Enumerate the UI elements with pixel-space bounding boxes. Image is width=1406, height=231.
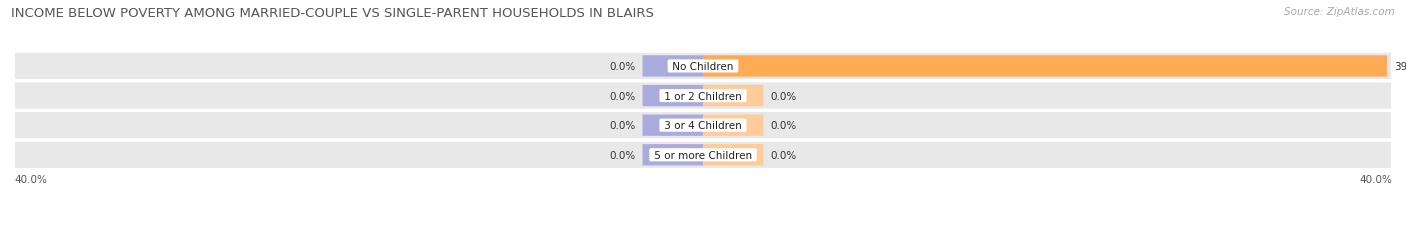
FancyBboxPatch shape — [643, 56, 703, 77]
Text: INCOME BELOW POVERTY AMONG MARRIED-COUPLE VS SINGLE-PARENT HOUSEHOLDS IN BLAIRS: INCOME BELOW POVERTY AMONG MARRIED-COUPL… — [11, 7, 654, 20]
FancyBboxPatch shape — [643, 85, 703, 107]
Text: 3 or 4 Children: 3 or 4 Children — [661, 121, 745, 131]
Text: 1 or 2 Children: 1 or 2 Children — [661, 91, 745, 101]
FancyBboxPatch shape — [703, 115, 763, 136]
FancyBboxPatch shape — [14, 82, 1392, 110]
FancyBboxPatch shape — [14, 112, 1392, 140]
FancyBboxPatch shape — [14, 141, 1392, 169]
FancyBboxPatch shape — [703, 85, 763, 107]
Text: 40.0%: 40.0% — [1360, 174, 1392, 184]
FancyBboxPatch shape — [643, 115, 703, 136]
FancyBboxPatch shape — [703, 145, 763, 166]
Text: 0.0%: 0.0% — [770, 121, 796, 131]
Text: 0.0%: 0.0% — [770, 150, 796, 160]
FancyBboxPatch shape — [703, 56, 1386, 77]
Text: 0.0%: 0.0% — [610, 150, 636, 160]
Text: Source: ZipAtlas.com: Source: ZipAtlas.com — [1284, 7, 1395, 17]
Text: 0.0%: 0.0% — [770, 91, 796, 101]
FancyBboxPatch shape — [643, 145, 703, 166]
Text: 40.0%: 40.0% — [14, 174, 46, 184]
Text: No Children: No Children — [669, 62, 737, 72]
Text: 39.7%: 39.7% — [1393, 62, 1406, 72]
FancyBboxPatch shape — [14, 53, 1392, 81]
Text: 0.0%: 0.0% — [610, 62, 636, 72]
Text: 0.0%: 0.0% — [610, 91, 636, 101]
Text: 0.0%: 0.0% — [610, 121, 636, 131]
Text: 5 or more Children: 5 or more Children — [651, 150, 755, 160]
